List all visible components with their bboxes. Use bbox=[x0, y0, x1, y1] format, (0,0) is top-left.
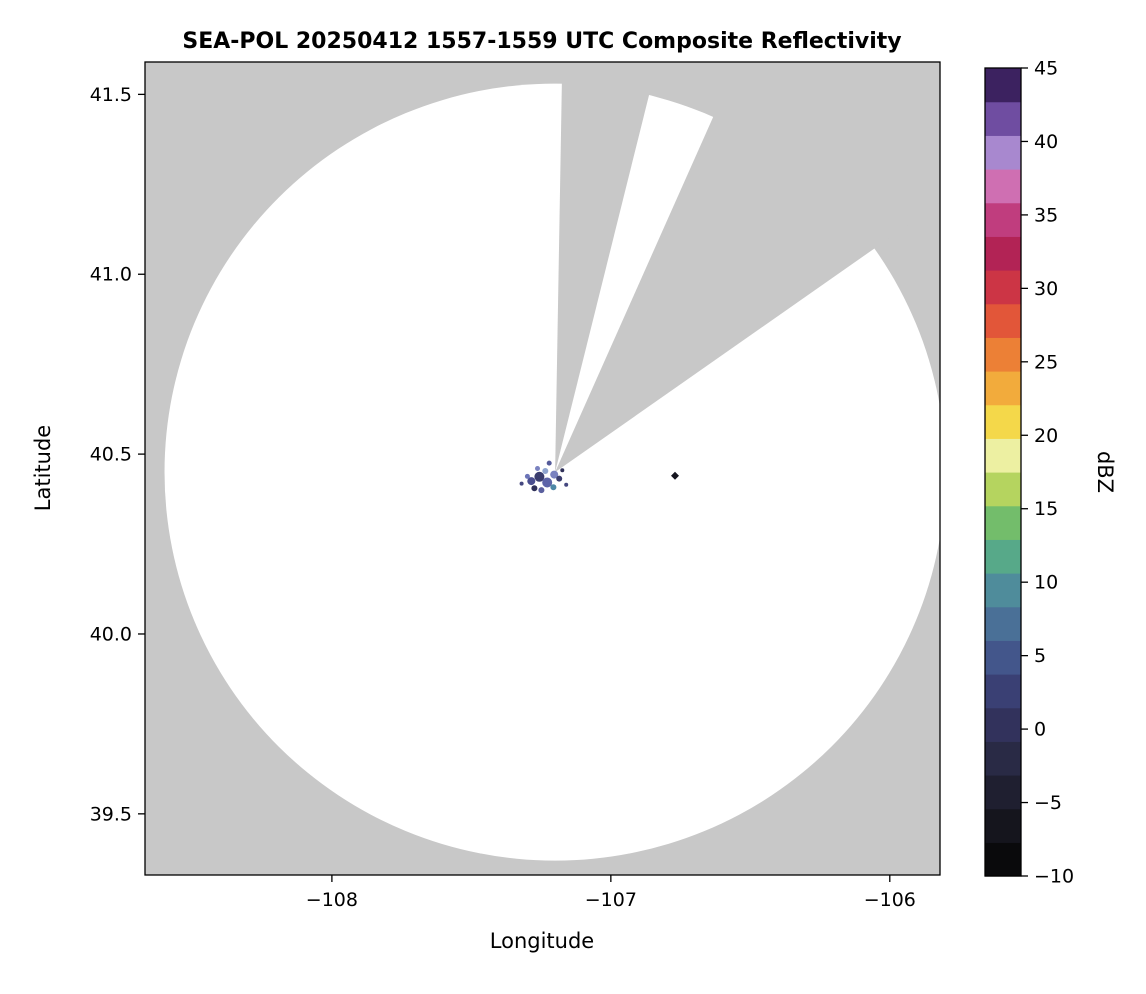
x-tick-label: −108 bbox=[306, 889, 358, 911]
y-tick-label: 40.5 bbox=[90, 444, 132, 466]
colorbar-segment bbox=[985, 270, 1021, 305]
colorbar-segment bbox=[985, 101, 1021, 136]
colorbar-segment bbox=[985, 741, 1021, 776]
colorbar-segment bbox=[985, 337, 1021, 372]
colorbar-tick-label: −5 bbox=[1034, 792, 1062, 814]
reflectivity-echo bbox=[542, 468, 549, 474]
y-tick-label: 39.5 bbox=[90, 803, 132, 825]
colorbar-tick-label: −10 bbox=[1034, 866, 1074, 888]
colorbar-frame bbox=[984, 67, 1022, 877]
colorbar-tick-label: 30 bbox=[1034, 278, 1058, 300]
y-tick-label: 41.5 bbox=[90, 84, 132, 106]
colorbar-tick-label: 25 bbox=[1034, 351, 1058, 373]
colorbar-segment bbox=[985, 808, 1021, 843]
reflectivity-echo bbox=[534, 471, 545, 482]
chart-title: SEA-POL 20250412 1557-1559 UTC Composite… bbox=[182, 29, 901, 54]
colorbar-segment bbox=[985, 606, 1021, 641]
colorbar-segment bbox=[985, 472, 1021, 507]
reflectivity-echo bbox=[524, 473, 530, 479]
colorbar-segment bbox=[985, 202, 1021, 237]
x-axis-label: Longitude bbox=[490, 929, 594, 953]
axes: −108 −107 −106 39.5 40.0 40.5 41.0 41.5 bbox=[90, 84, 916, 911]
colorbar-tick-label: 40 bbox=[1034, 131, 1058, 153]
plot-frame bbox=[144, 61, 941, 876]
colorbar-segment bbox=[985, 842, 1021, 877]
colorbar-tick-label: 0 bbox=[1034, 719, 1046, 741]
colorbar-label: dBZ bbox=[1093, 451, 1117, 493]
colorbar-tick-label: 5 bbox=[1034, 645, 1046, 667]
reflectivity-echo bbox=[519, 481, 524, 486]
colorbar-segment bbox=[985, 236, 1021, 271]
colorbar-tick-label: 10 bbox=[1034, 572, 1058, 594]
colorbar-segment bbox=[985, 438, 1021, 473]
x-tick-label: −106 bbox=[864, 889, 916, 911]
colorbar-segment bbox=[985, 707, 1021, 742]
reflectivity-echo bbox=[564, 482, 569, 487]
colorbar-segment bbox=[985, 573, 1021, 608]
reflectivity-echo bbox=[542, 477, 553, 488]
colorbar-segment bbox=[985, 674, 1021, 709]
colorbar-segment bbox=[985, 371, 1021, 406]
colorbar-segment bbox=[985, 775, 1021, 810]
reflectivity-echo bbox=[531, 485, 538, 492]
y-tick-label: 40.0 bbox=[90, 623, 132, 645]
reflectivity-echo bbox=[527, 477, 536, 486]
colorbar-segment bbox=[985, 169, 1021, 204]
plot-area bbox=[145, 62, 940, 875]
colorbar-segment bbox=[985, 68, 1021, 103]
reflectivity-echo bbox=[550, 470, 559, 479]
colorbar-segment bbox=[985, 539, 1021, 574]
reflectivity-echo bbox=[538, 487, 545, 494]
colorbar-segment bbox=[985, 505, 1021, 540]
reflectivity-echo bbox=[560, 468, 565, 473]
x-tick-label: −107 bbox=[585, 889, 637, 911]
colorbar-tick-label: 15 bbox=[1034, 498, 1058, 520]
colorbar-segment bbox=[985, 303, 1021, 338]
colorbar-tick-label: 20 bbox=[1034, 425, 1058, 447]
reflectivity-echo bbox=[550, 484, 557, 491]
colorbar-tick-label: 35 bbox=[1034, 204, 1058, 226]
colorbar-tick-label: 45 bbox=[1034, 58, 1058, 80]
colorbar-segment bbox=[985, 135, 1021, 170]
point-echo-marker bbox=[671, 471, 679, 480]
blanked-sector bbox=[555, 62, 940, 473]
reflectivity-echo bbox=[535, 466, 540, 471]
colorbar-segment bbox=[985, 640, 1021, 675]
colorbar-segment bbox=[985, 404, 1021, 439]
blanked-sector bbox=[555, 62, 658, 473]
colorbar: −10 −5 0 5 10 15 20 25 30 35 40 45 bbox=[984, 58, 1074, 888]
reflectivity-echo bbox=[546, 460, 552, 466]
reflectivity-echo bbox=[556, 475, 563, 482]
y-axis-label: Latitude bbox=[31, 425, 55, 511]
y-tick-label: 41.0 bbox=[90, 264, 132, 286]
